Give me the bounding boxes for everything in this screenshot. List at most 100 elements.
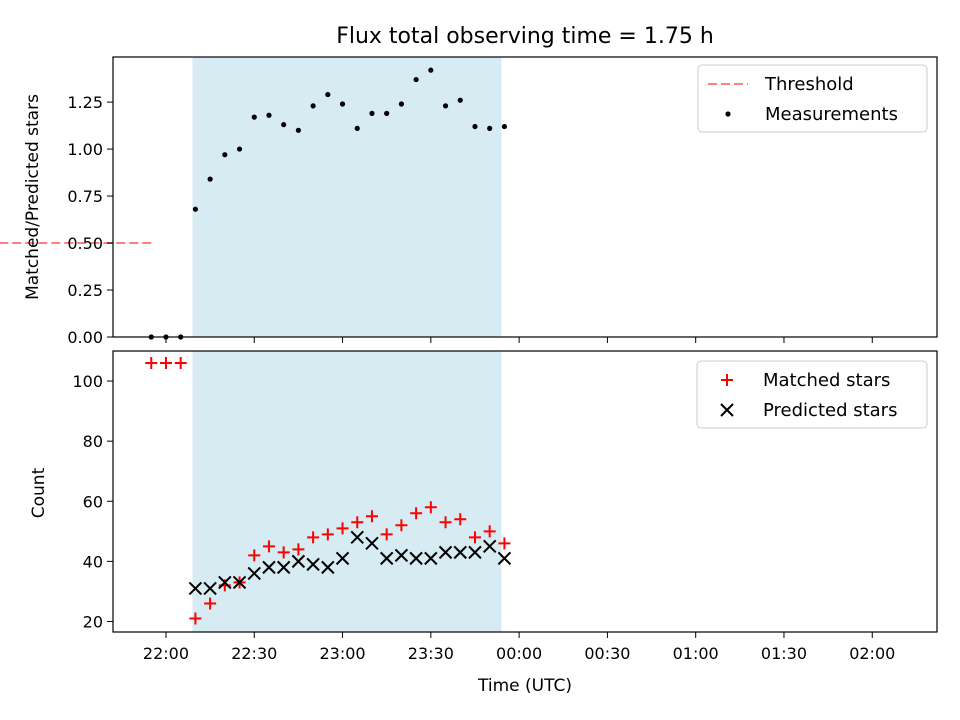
top-highlight-span bbox=[192, 57, 502, 337]
bottom-panel: 20 40 60 80 100 22:00 22:30 23:00 23:30 00:00 00:… bbox=[29, 350, 938, 696]
predicted-star-point bbox=[453, 545, 467, 560]
matched-star-point bbox=[292, 543, 305, 556]
matched-star-point bbox=[468, 531, 481, 544]
measurement-point bbox=[266, 112, 272, 118]
matched-star-point bbox=[159, 357, 172, 370]
predicted-star-point bbox=[218, 575, 232, 590]
matched-star-point bbox=[439, 516, 452, 529]
x-tick-label: 00:00 bbox=[496, 644, 542, 663]
predicted-star-point bbox=[482, 539, 497, 554]
predicted-star-point bbox=[497, 551, 512, 566]
measurement-point bbox=[310, 103, 316, 109]
y-tick-label: 40 bbox=[83, 552, 103, 571]
predicted-star-point bbox=[438, 545, 453, 560]
measurement-point bbox=[398, 101, 404, 107]
y-tick-label: 1.25 bbox=[67, 93, 103, 112]
predicted-star-point bbox=[276, 560, 291, 575]
measurement-point bbox=[428, 67, 434, 73]
predicted-star-point bbox=[379, 551, 394, 566]
x-tick-label: 01:30 bbox=[761, 644, 807, 663]
chart-title: Flux total observing time = 1.75 h bbox=[336, 24, 714, 49]
matched-star-point bbox=[248, 549, 261, 562]
matched-star-point bbox=[174, 357, 187, 370]
top-x-ticks bbox=[165, 337, 873, 343]
y-tick-label: 20 bbox=[83, 612, 103, 631]
matched-star-point bbox=[321, 528, 334, 541]
top-points-layer bbox=[148, 67, 507, 340]
matched-star-point bbox=[365, 510, 378, 523]
top-legend-frame bbox=[697, 64, 928, 133]
bottom-highlight-span bbox=[192, 351, 502, 632]
measurement-point bbox=[501, 123, 507, 130]
measurement-point bbox=[339, 101, 346, 107]
matched-star-point bbox=[410, 507, 423, 520]
matched-star-point bbox=[262, 540, 275, 553]
matched-star-point bbox=[380, 528, 393, 541]
x-tick-label: 23:00 bbox=[319, 644, 365, 663]
predicted-star-point bbox=[468, 545, 482, 560]
matched-star-point bbox=[483, 525, 496, 538]
bottom-x-ticks: 22:00 22:30 23:00 23:30 00:00 00:30 01:00 01:30… bbox=[143, 632, 895, 663]
predicted-star-point bbox=[262, 560, 276, 575]
bottom-points-layer bbox=[145, 357, 512, 625]
predicted-star-point bbox=[306, 557, 320, 572]
y-tick-label: 0.00 bbox=[67, 328, 103, 347]
predicted-star-point bbox=[409, 551, 423, 566]
measurement-point bbox=[472, 123, 478, 130]
measurement-point bbox=[222, 152, 228, 158]
y-tick-label: 0.25 bbox=[67, 281, 103, 300]
matched-star-point bbox=[351, 516, 364, 529]
y-tick-label: 100 bbox=[72, 372, 103, 391]
matched-star-point bbox=[454, 513, 467, 526]
x-tick-label: 23:30 bbox=[408, 644, 454, 663]
top-panel: 0.00 0.25 0.50 0.75 1.00 1.25 Matched/Predict… bbox=[0, 56, 938, 347]
matched-star-point bbox=[307, 531, 320, 544]
y-tick-label: 80 bbox=[83, 432, 103, 451]
y-tick-label: 0.75 bbox=[67, 187, 103, 206]
top-y-ticks: 0.00 0.25 0.50 0.75 1.00 1.25 bbox=[67, 93, 113, 347]
matched-star-point bbox=[336, 522, 349, 535]
predicted-star-point bbox=[247, 566, 261, 581]
measurement-point bbox=[354, 125, 360, 132]
predicted-star-point bbox=[365, 536, 379, 551]
predicted-star-point bbox=[424, 551, 438, 566]
predicted-star-point bbox=[350, 530, 364, 545]
measurements-legend-label: Measurements bbox=[765, 104, 898, 125]
measurement-point bbox=[207, 176, 213, 182]
y-tick-label: 0.50 bbox=[67, 234, 103, 253]
predicted-star-point bbox=[291, 554, 306, 569]
matched-stars-legend-label: Matched stars bbox=[763, 370, 890, 391]
predicted-star-point bbox=[203, 581, 217, 596]
predicted-star-point bbox=[335, 551, 350, 566]
top-y-axis-label: Matched/Predicted stars bbox=[23, 94, 43, 300]
matched-star-point bbox=[424, 501, 437, 514]
matched-star-point bbox=[189, 612, 202, 625]
predicted-stars-legend-swatch bbox=[720, 403, 734, 417]
x-tick-label: 22:00 bbox=[143, 644, 189, 663]
bottom-legend-frame bbox=[696, 360, 928, 429]
bottom-legend: Matched stars Predicted stars bbox=[696, 360, 928, 429]
x-tick-label: 02:00 bbox=[849, 644, 895, 663]
predicted-star-point bbox=[394, 548, 409, 563]
bottom-y-axis-label: Count bbox=[29, 467, 49, 518]
x-tick-label: 00:30 bbox=[584, 644, 630, 663]
matched-star-point bbox=[395, 519, 408, 532]
top-plot-frame bbox=[112, 56, 938, 338]
predicted-star-point bbox=[321, 560, 335, 575]
matched-star-point bbox=[277, 546, 290, 559]
measurement-point bbox=[413, 76, 419, 83]
matched-star-point bbox=[145, 357, 158, 370]
predicted-star-point bbox=[232, 575, 247, 590]
measurement-point bbox=[457, 97, 463, 103]
matched-stars-legend-swatch bbox=[721, 374, 733, 386]
bottom-y-ticks: 20 40 60 80 100 bbox=[72, 372, 113, 631]
measurements-legend-swatch bbox=[725, 111, 731, 117]
x-tick-label: 22:30 bbox=[231, 644, 277, 663]
y-tick-label: 60 bbox=[83, 492, 103, 511]
measurement-point bbox=[236, 146, 243, 152]
top-legend: Threshold Measurements bbox=[697, 64, 928, 133]
threshold-legend-label: Threshold bbox=[764, 74, 854, 95]
x-tick-label: 01:00 bbox=[673, 644, 719, 663]
y-tick-label: 1.00 bbox=[67, 140, 103, 159]
